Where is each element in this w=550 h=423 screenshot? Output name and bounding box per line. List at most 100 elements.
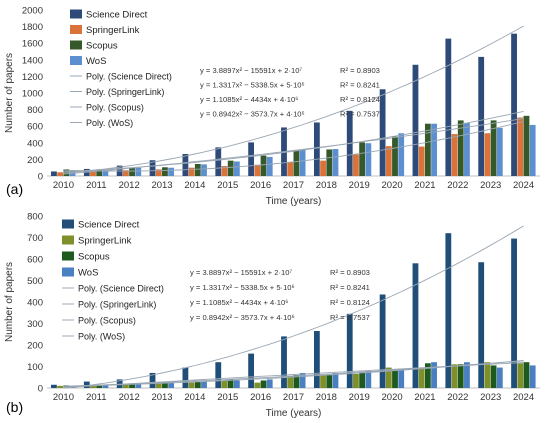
x-tick-label: 2018 bbox=[316, 180, 337, 191]
bar-springerlink-2021 bbox=[418, 146, 425, 176]
bar-wos-2023 bbox=[496, 367, 503, 388]
bar-wos-2022 bbox=[464, 362, 470, 388]
y-tick-label: 1600 bbox=[22, 39, 43, 50]
bar-wos-2021 bbox=[431, 362, 437, 388]
x-tick-label: 2020 bbox=[382, 180, 403, 191]
chart-panel-b: 0 100 200 300 400 500 600 700 800 2010 2011 2012 201… bbox=[4, 212, 540, 419]
bar-scopus-2016 bbox=[260, 380, 267, 388]
legend-entry: WoS bbox=[86, 56, 106, 67]
legend-entry: SpringerLink bbox=[78, 236, 132, 247]
bar-wos-2016 bbox=[266, 379, 273, 388]
bar-science-direct-2015 bbox=[215, 362, 222, 388]
y-tick-label: 0 bbox=[38, 172, 43, 183]
bar-science-direct-2015 bbox=[215, 147, 222, 176]
x-tick-label: 2012 bbox=[119, 180, 140, 191]
trendline-equation: y = 1.1085x² − 4434x + 4·10⁶ bbox=[190, 298, 288, 307]
bar-wos-2015 bbox=[233, 161, 240, 176]
bar-scopus-2017 bbox=[293, 150, 300, 176]
trendline-wos bbox=[63, 118, 524, 175]
bar-scopus-2015 bbox=[227, 379, 234, 388]
bar-springerlink-2024 bbox=[517, 117, 524, 176]
bar-scopus-2018 bbox=[326, 149, 333, 176]
bar-springerlink-2017 bbox=[287, 376, 294, 388]
x-tick-label: 2014 bbox=[184, 392, 205, 403]
y-tick-label: 1000 bbox=[22, 89, 43, 100]
legend-trend-entry: Poly. (Scopus) bbox=[86, 103, 144, 113]
bar-springerlink-2022 bbox=[451, 364, 458, 388]
x-tick-label: 2022 bbox=[447, 392, 468, 403]
x-tick-label: 2022 bbox=[447, 180, 468, 191]
y-tick-label: 500 bbox=[27, 276, 43, 287]
legend-entry: Science Direct bbox=[86, 10, 148, 21]
trendline-equation: y = 1.1085x² − 4434x + 4·10⁶ bbox=[200, 95, 298, 104]
x-tick-label: 2011 bbox=[86, 392, 106, 403]
trendline-science-direct bbox=[63, 25, 524, 174]
bar-springerlink-2014 bbox=[188, 382, 195, 389]
bar-scopus-2015 bbox=[227, 160, 234, 176]
trendline-equation: y = 1.3317x² − 5338.5x + 5·10⁶ bbox=[190, 283, 295, 292]
bar-science-direct-2017 bbox=[281, 336, 287, 388]
bar-wos-2020 bbox=[398, 133, 405, 176]
y-tick-label: 800 bbox=[27, 212, 43, 223]
bar-science-direct-2011 bbox=[83, 381, 90, 388]
legend-entry: Scopus bbox=[78, 252, 110, 263]
x-tick-label: 2016 bbox=[250, 392, 271, 403]
bar-springerlink-2014 bbox=[188, 167, 195, 176]
x-tick-label: 2021 bbox=[414, 180, 435, 191]
bar-science-direct-2014 bbox=[182, 367, 189, 388]
bar-science-direct-2016 bbox=[248, 353, 255, 388]
bar-wos-2013 bbox=[168, 382, 175, 389]
bar-wos-2020 bbox=[398, 368, 405, 388]
bar-wos-2021 bbox=[431, 123, 437, 176]
bar-wos-2016 bbox=[266, 156, 273, 176]
bar-wos-2018 bbox=[332, 149, 339, 176]
y-tick-label: 100 bbox=[27, 362, 43, 373]
bar-springerlink-2015 bbox=[221, 380, 228, 388]
bar-wos-2012 bbox=[135, 167, 142, 176]
bar-wos-2014 bbox=[201, 381, 207, 388]
legend-entry: SpringerLink bbox=[86, 25, 140, 36]
bar-scopus-2017 bbox=[293, 375, 300, 388]
y-axis-title: Number of papers bbox=[4, 53, 15, 133]
trendline-r2: R² = 0.8241 bbox=[330, 283, 370, 292]
bar-scopus-2014 bbox=[194, 163, 201, 176]
bar-science-direct-2020 bbox=[379, 294, 386, 388]
legend-trend-entry: Poly. (SpringerLink) bbox=[78, 300, 156, 310]
bar-springerlink-2019 bbox=[353, 154, 359, 176]
x-tick-label: 2013 bbox=[151, 392, 172, 403]
bar-springerlink-2017 bbox=[287, 161, 294, 176]
bar-scopus-2020 bbox=[392, 370, 398, 388]
trendline-r2: R² = 0.8124 bbox=[330, 298, 370, 307]
legend-entry: WoS bbox=[78, 268, 98, 279]
y-tick-label: 0 bbox=[38, 384, 43, 395]
trendline-r2: R² = 0.8241 bbox=[340, 81, 380, 90]
legend-trend-entry: Poly. (Science Direct) bbox=[78, 284, 164, 294]
bar-scopus-2019 bbox=[359, 142, 366, 176]
x-tick-label: 2010 bbox=[53, 180, 74, 191]
y-axis-title: Number of papers bbox=[4, 262, 15, 342]
panel-label: (a) bbox=[6, 181, 23, 197]
bar-scopus-2021 bbox=[424, 363, 431, 388]
bar-springerlink-2023 bbox=[484, 362, 491, 388]
x-tick-label: 2017 bbox=[283, 392, 304, 403]
bar-science-direct-2018 bbox=[313, 122, 320, 176]
x-tick-label: 2020 bbox=[382, 392, 403, 403]
x-tick-label: 2023 bbox=[480, 392, 501, 403]
bar-springerlink-2018 bbox=[320, 160, 326, 176]
y-tick-label: 1400 bbox=[22, 55, 43, 66]
bar-springerlink-2016 bbox=[254, 382, 261, 389]
y-tick-label: 200 bbox=[27, 341, 43, 352]
y-tick-label: 400 bbox=[27, 298, 43, 309]
legend-swatch bbox=[70, 9, 82, 19]
bar-springerlink-2019 bbox=[353, 374, 359, 388]
bar-wos-2017 bbox=[299, 372, 306, 388]
bar-wos-2014 bbox=[201, 164, 207, 176]
x-tick-label: 2018 bbox=[316, 392, 337, 403]
trendline-r2: R² = 0.7537 bbox=[340, 110, 380, 119]
y-tick-label: 800 bbox=[27, 105, 43, 116]
trendline-r2: R² = 0.7537 bbox=[330, 313, 370, 322]
bar-wos-2013 bbox=[168, 167, 175, 176]
trendline-equation: y = 3.8897x² − 15591x + 2·10⁷ bbox=[200, 66, 302, 75]
bar-springerlink-2022 bbox=[451, 134, 458, 176]
